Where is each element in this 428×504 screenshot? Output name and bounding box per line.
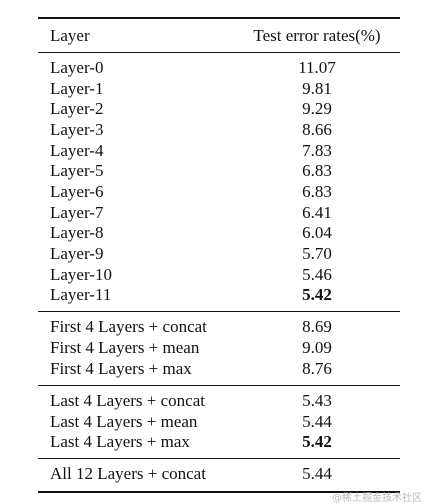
row-value: 5.46: [302, 264, 332, 284]
row-label: Layer-6: [50, 181, 104, 201]
row-value: 9.81: [302, 78, 332, 98]
row-label: Last 4 Layers + concat: [50, 391, 205, 410]
row-label: Layer-0: [50, 58, 104, 77]
row-value: 5.43: [302, 391, 332, 410]
row-value: 8.69: [302, 317, 332, 336]
watermark: @稀土掘金技术社区: [332, 493, 422, 504]
row-label: First 4 Layers + max: [50, 359, 192, 378]
row-value: 7.83: [302, 140, 332, 160]
row-label: Layer-4: [50, 140, 104, 160]
row-label: Layer-2: [50, 99, 104, 119]
row-label: Layer-11: [50, 285, 112, 305]
row-label: Layer-5: [50, 161, 104, 181]
row-value: 5.42: [302, 285, 332, 305]
row-value: 8.76: [302, 359, 332, 378]
group-rule: [38, 311, 400, 312]
row-value: 11.07: [298, 58, 336, 77]
group-rule: [38, 385, 400, 386]
row-value: 6.83: [302, 181, 332, 201]
row-label: All 12 Layers + concat: [50, 464, 206, 483]
row-value: 5.42: [302, 432, 332, 451]
row-value: 5.70: [302, 243, 332, 263]
row-value: 9.09: [302, 338, 332, 357]
top-rule: [38, 17, 400, 19]
row-label: Layer-8: [50, 223, 104, 243]
row-label: Layer-7: [50, 202, 104, 222]
row-value: 6.04: [302, 223, 332, 243]
row-label: Layer-9: [50, 243, 104, 263]
row-label: Last 4 Layers + max: [50, 432, 190, 451]
header-cell: Test error rates(%): [253, 26, 381, 45]
row-label: First 4 Layers + mean: [50, 338, 200, 357]
row-label: Last 4 Layers + mean: [50, 411, 198, 431]
row-value: 9.29: [302, 99, 332, 119]
header-rule: [38, 52, 400, 53]
row-value: 5.44: [302, 411, 332, 431]
bottom-rule: [38, 491, 400, 493]
row-value: 6.41: [302, 202, 332, 222]
row-label: Layer-3: [50, 119, 104, 139]
row-value: 5.44: [302, 464, 332, 483]
row-label: Layer-10: [50, 264, 112, 284]
row-label: First 4 Layers + concat: [50, 317, 207, 336]
row-label: Layer-1: [50, 78, 104, 98]
group-rule: [38, 458, 400, 459]
header-cell: Layer: [50, 26, 90, 45]
row-value: 8.66: [302, 119, 332, 139]
row-value: 6.83: [302, 161, 332, 181]
